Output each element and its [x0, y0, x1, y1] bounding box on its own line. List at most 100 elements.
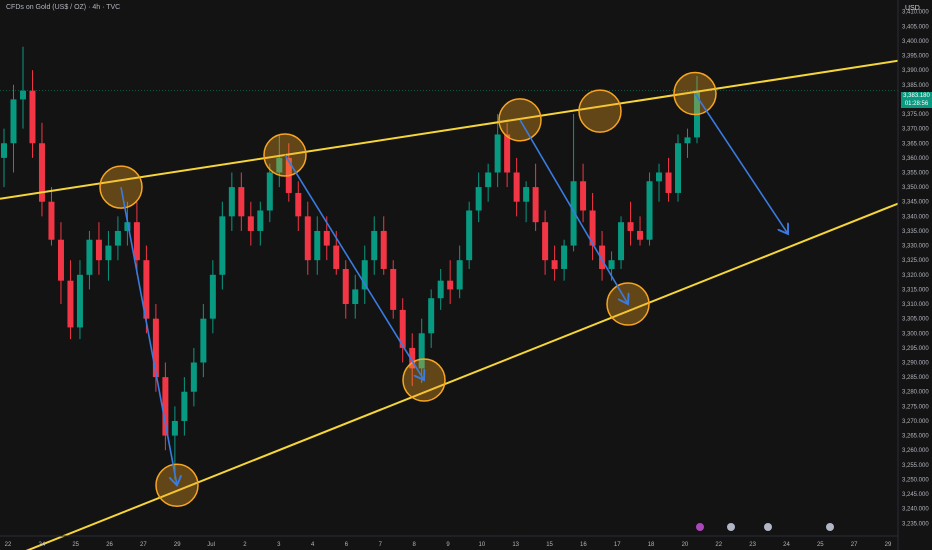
- price-tick-label: 3,265.000: [902, 434, 929, 440]
- candle-body: [48, 201, 55, 240]
- price-tick-label: 3,280.000: [902, 390, 929, 396]
- candle-body: [238, 187, 245, 217]
- price-tick-label: 3,360.000: [902, 156, 929, 162]
- candle-body: [95, 239, 102, 261]
- candle-body: [323, 230, 330, 246]
- candle-body: [19, 90, 26, 100]
- candle-body: [646, 181, 653, 240]
- time-tick-label: 29: [174, 542, 181, 548]
- price-tick-label: 3,315.000: [902, 287, 929, 293]
- price-tick-label: 3,250.000: [902, 477, 929, 483]
- candle-body: [561, 245, 568, 269]
- price-tick-label: 3,395.000: [902, 54, 929, 60]
- candle-body: [523, 187, 530, 202]
- time-tick-label: 7: [379, 542, 383, 548]
- candle-body: [608, 260, 615, 269]
- candle-body: [105, 245, 112, 261]
- price-tick-label: 3,345.000: [902, 200, 929, 206]
- candle-body: [209, 274, 216, 319]
- candle-body: [29, 90, 36, 144]
- candle-body: [551, 260, 558, 269]
- candle-body: [38, 143, 45, 202]
- candle-body: [599, 245, 606, 269]
- candle-body: [570, 181, 577, 246]
- price-tick-label: 3,340.000: [902, 214, 929, 220]
- candle-body: [276, 157, 283, 173]
- price-tick-label: 3,275.000: [902, 404, 929, 410]
- candle-body: [580, 181, 587, 211]
- projection-arrow: [694, 93, 788, 234]
- candle-body: [295, 192, 302, 217]
- candle-body: [675, 143, 682, 193]
- trendline-lower: [25, 189, 932, 550]
- time-tick-label: 16: [580, 542, 587, 548]
- candle-body: [57, 239, 64, 281]
- candle-body: [152, 318, 159, 378]
- price-tick-label: 3,405.000: [902, 24, 929, 30]
- price-tick-label: 3,310.000: [902, 302, 929, 308]
- time-tick-label: 13: [512, 542, 519, 548]
- price-tick-label: 3,370.000: [902, 127, 929, 133]
- time-tick-label: 20: [682, 542, 689, 548]
- candle-body: [409, 347, 416, 369]
- time-tick-label: 27: [851, 542, 858, 548]
- price-tick-label: 3,270.000: [902, 419, 929, 425]
- price-tick-label: 3,330.000: [902, 244, 929, 250]
- candle-body: [456, 260, 463, 290]
- time-tick-label: 10: [479, 542, 486, 548]
- flag-icon[interactable]: [764, 523, 772, 531]
- candle-body: [589, 210, 596, 246]
- touch-marker: [578, 89, 622, 133]
- price-tick-label: 3,260.000: [902, 448, 929, 454]
- time-tick-label: 22: [715, 542, 722, 548]
- price-tick-label: 3,365.000: [902, 141, 929, 147]
- price-axis-bg: [898, 0, 932, 550]
- candle-body: [257, 210, 264, 231]
- time-tick-label: 27: [140, 542, 147, 548]
- price-tick-label: 3,400.000: [902, 39, 929, 45]
- candle-body: [418, 333, 425, 369]
- candle-body: [542, 222, 549, 261]
- candle-body: [532, 187, 539, 223]
- price-tick-label: 3,385.000: [902, 83, 929, 89]
- projection-arrow: [120, 186, 177, 485]
- candle-body: [447, 280, 454, 290]
- candle-body: [333, 245, 340, 269]
- price-tick-label: 3,375.000: [902, 112, 929, 118]
- candle-body: [494, 134, 501, 173]
- time-axis[interactable]: 22 24 25 26 27 29 Jul 2 3 4 6 7 8 9 10 13 15 16 17 18 20 22 23…: [0, 535, 898, 548]
- bar-countdown: 01:28:56: [904, 101, 929, 107]
- trendline-upper: [0, 54, 932, 200]
- time-tick-label: Jul: [207, 542, 215, 548]
- candle-body: [665, 172, 672, 193]
- projection-arrows: [120, 93, 788, 486]
- candle-body: [143, 260, 150, 319]
- flag-icon[interactable]: [727, 523, 735, 531]
- candle-body: [618, 222, 625, 261]
- currency-label[interactable]: USD: [905, 5, 920, 12]
- candle-body: [228, 187, 235, 217]
- time-tick-label: 18: [648, 542, 655, 548]
- candle-body: [371, 230, 378, 261]
- candle-body: [1, 143, 7, 158]
- chart-title: CFDs on Gold (US$ / OZ) · 4h · TVC: [6, 4, 121, 11]
- price-tick-label: 3,295.000: [902, 346, 929, 352]
- flag-icon[interactable]: [826, 523, 834, 531]
- time-tick-label: 24: [39, 542, 46, 548]
- price-tick-label: 3,255.000: [902, 463, 929, 469]
- price-axis[interactable]: 3,235.000 3,240.000 3,245.000 3,250.000 3,25…: [897, 0, 932, 550]
- candle-body: [390, 268, 397, 310]
- time-tick-label: 25: [817, 542, 824, 548]
- candle-body: [190, 362, 197, 392]
- candle-body: [437, 280, 444, 299]
- candle-body: [466, 210, 473, 261]
- price-tick-label: 3,290.000: [902, 361, 929, 367]
- candle-body: [485, 172, 492, 188]
- touch-markers: [99, 71, 717, 508]
- candle-body: [314, 230, 321, 261]
- candle-body: [428, 298, 435, 334]
- lightning-icon[interactable]: [696, 523, 704, 531]
- candle-body: [380, 230, 387, 269]
- candle-body: [124, 222, 131, 231]
